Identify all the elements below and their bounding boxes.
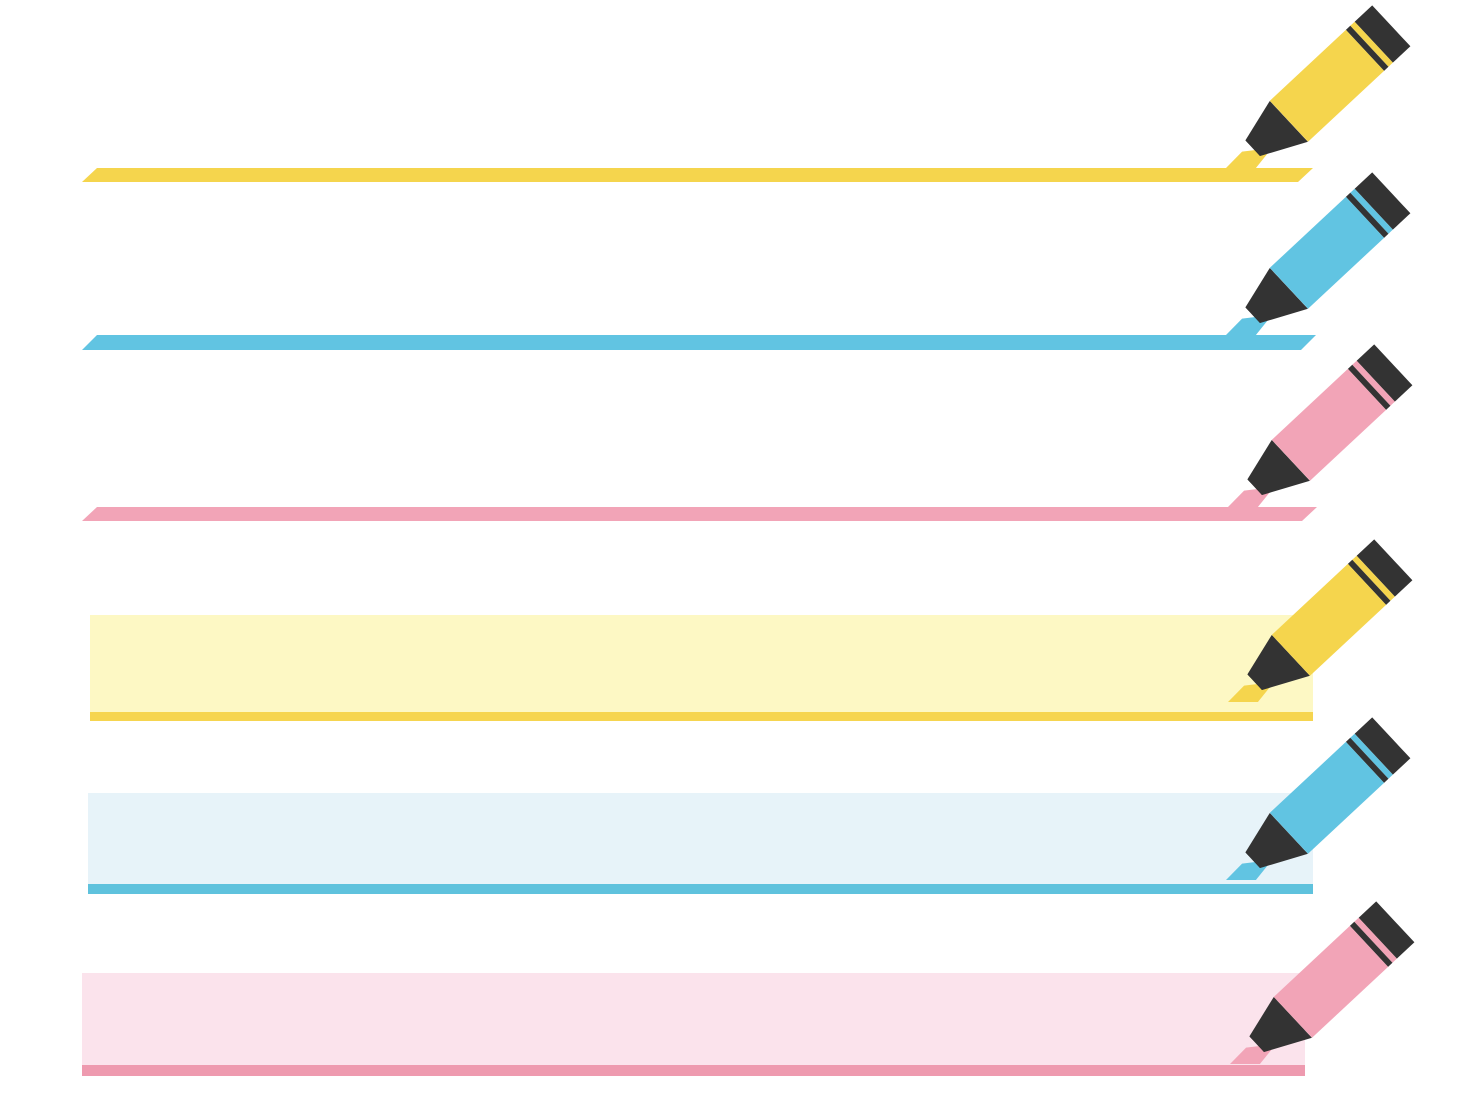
- pink-band-underline: [82, 1065, 1305, 1076]
- yellow-marker-line: [82, 168, 1313, 182]
- blue-highlight-band: [88, 793, 1313, 884]
- yellow-highlight-band: [90, 615, 1313, 712]
- pink-highlight-band: [82, 973, 1305, 1065]
- blue-highlighter-pen-icon: [1237, 172, 1411, 339]
- pink-marker-line: [82, 507, 1317, 521]
- blue-marker-line: [82, 335, 1316, 350]
- blue-band-underline: [88, 884, 1313, 894]
- pink-highlighter-pen-icon: [1239, 344, 1413, 511]
- yellow-band-underline: [90, 712, 1313, 721]
- yellow-highlighter-pen-icon: [1237, 5, 1411, 172]
